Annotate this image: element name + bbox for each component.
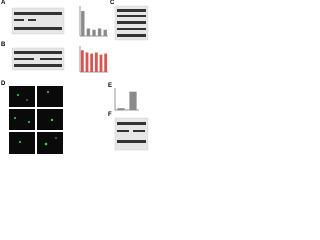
bar [80, 50, 84, 72]
blot-b [11, 47, 65, 71]
panel-label: F [108, 112, 112, 118]
bar [97, 28, 102, 36]
panel-label: B [1, 42, 6, 48]
panel-label: A [1, 0, 6, 6]
bar [81, 11, 85, 36]
bar [92, 29, 96, 36]
panel-label: C [110, 0, 115, 6]
bar [85, 52, 89, 72]
micrographs [9, 86, 63, 154]
bar [86, 28, 91, 36]
bar [103, 29, 107, 36]
blot-a [11, 7, 65, 35]
blot-f [114, 117, 149, 151]
bar [99, 54, 103, 72]
panel-label: E [108, 83, 112, 89]
figure: A B C D E F [1, 0, 149, 154]
bar [90, 53, 94, 72]
panel-label: D [1, 81, 6, 87]
bar [117, 108, 125, 110]
bar [129, 91, 137, 110]
bar [94, 52, 98, 72]
blot-c [114, 5, 149, 41]
bar [104, 53, 108, 72]
